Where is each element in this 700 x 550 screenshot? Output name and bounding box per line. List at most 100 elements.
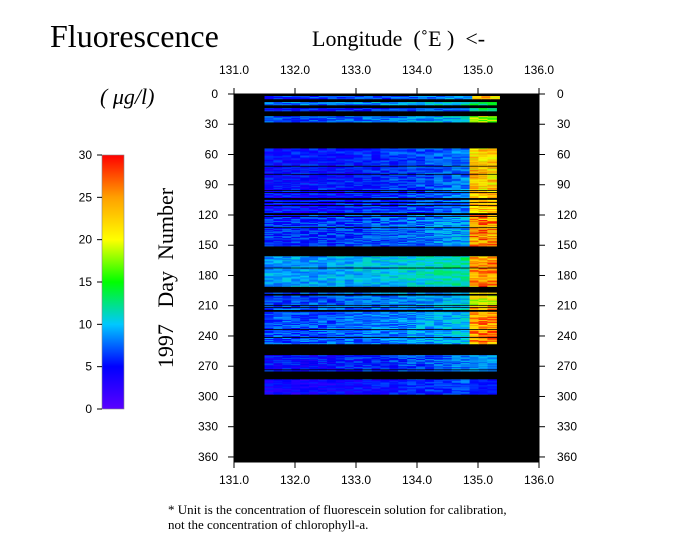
heatmap-cell	[344, 238, 355, 240]
heatmap-cell	[282, 263, 292, 265]
heatmap-cell	[478, 265, 488, 267]
heatmap-cell	[433, 269, 444, 271]
heatmap-cell	[451, 174, 462, 176]
heatmap-cell	[469, 260, 480, 262]
heatmap-cell	[264, 324, 275, 327]
heatmap-cell	[326, 175, 337, 177]
heatmap-cell	[469, 303, 480, 305]
heatmap-cell	[273, 121, 283, 123]
heatmap-cell	[353, 162, 364, 164]
heatmap-cell	[344, 214, 355, 217]
heatmap-cell	[442, 320, 453, 323]
heatmap-cell	[407, 166, 417, 168]
heatmap-cell	[371, 183, 381, 185]
heatmap-cell	[335, 166, 346, 168]
heatmap-cell	[273, 343, 283, 345]
heatmap-cell	[398, 300, 408, 302]
heatmap-cell	[291, 235, 301, 237]
heatmap-cell	[353, 169, 364, 171]
heatmap-cell	[433, 224, 444, 226]
heatmap-cell	[300, 103, 310, 105]
heatmap-cell	[442, 330, 453, 333]
heatmap-cell	[371, 245, 381, 247]
heatmap-cell	[326, 161, 337, 163]
heatmap-cell	[273, 225, 283, 227]
heatmap-cell	[487, 296, 497, 298]
heatmap-cell	[389, 332, 399, 335]
heatmap-cell	[407, 343, 417, 345]
heatmap-cell	[353, 311, 364, 313]
heatmap-cell	[371, 323, 381, 326]
heatmap-cell	[353, 334, 364, 337]
heatmap-cell	[327, 96, 338, 98]
heatmap-cell	[326, 239, 337, 241]
heatmap-cell	[309, 240, 319, 242]
heatmap-cell	[273, 179, 283, 181]
heatmap-cell	[282, 160, 292, 162]
heatmap-cell	[326, 209, 337, 212]
heatmap-cell	[416, 230, 426, 232]
heatmap-cell	[442, 103, 453, 105]
heatmap-cell	[460, 166, 471, 168]
heatmap-cell	[362, 338, 373, 341]
heatmap-cell	[478, 273, 488, 275]
heatmap-cell	[460, 266, 471, 268]
heatmap-cell	[309, 334, 319, 337]
heatmap-cell	[389, 167, 399, 169]
heatmap-cell	[398, 182, 408, 184]
heatmap-cell	[326, 366, 337, 368]
heatmap-cell	[282, 244, 292, 246]
heatmap-cell	[487, 155, 497, 157]
heatmap-cell	[344, 268, 355, 270]
heatmap-cell	[451, 340, 462, 342]
heatmap-cell	[380, 152, 390, 154]
heatmap-cell	[326, 278, 337, 280]
heatmap-cell	[487, 203, 497, 206]
heatmap-cell	[380, 272, 390, 274]
heatmap-cell	[460, 170, 471, 172]
heatmap-cell	[317, 178, 328, 180]
heatmap-cell	[398, 233, 408, 235]
heatmap-cell	[362, 340, 373, 342]
heatmap-cell	[291, 109, 301, 111]
heatmap-cell	[407, 185, 417, 187]
heatmap-cell	[326, 229, 337, 231]
heatmap-cell	[282, 340, 292, 342]
heatmap-cell	[398, 266, 408, 268]
heatmap-cell	[353, 186, 364, 188]
heatmap-cell	[335, 210, 346, 213]
heatmap-cell	[371, 311, 381, 313]
heatmap-cell	[264, 200, 275, 203]
heatmap-cell	[291, 200, 301, 203]
heatmap-cell	[326, 192, 337, 195]
heatmap-cell	[478, 364, 488, 366]
heatmap-cell	[371, 116, 381, 118]
heatmap-cell	[353, 266, 364, 268]
heatmap-cell	[317, 258, 328, 260]
heatmap-cell	[451, 262, 462, 264]
heatmap-cell	[371, 151, 381, 153]
heatmap-cell	[398, 231, 408, 233]
heatmap-cell	[335, 370, 346, 372]
heatmap-cell	[353, 211, 364, 214]
heatmap-cell	[309, 242, 319, 244]
heatmap-cell	[407, 368, 417, 370]
heatmap-cell	[300, 172, 310, 174]
heatmap-cell	[353, 202, 364, 205]
heatmap-cell	[487, 176, 497, 178]
heatmap-cell	[273, 308, 283, 310]
heatmap-cell	[424, 176, 435, 178]
heatmap-cell	[309, 297, 319, 299]
heatmap-cell	[424, 178, 435, 180]
heatmap-cell	[282, 104, 292, 106]
heatmap-cell	[472, 98, 482, 100]
heatmap-cell	[335, 228, 346, 230]
heatmap-cell	[451, 162, 462, 164]
heatmap-cell	[362, 184, 373, 186]
heatmap-cell	[363, 96, 374, 98]
heatmap-cell	[469, 355, 480, 357]
heatmap-cell	[264, 171, 275, 173]
heatmap-cell	[300, 268, 310, 270]
heatmap-cell	[381, 96, 392, 98]
